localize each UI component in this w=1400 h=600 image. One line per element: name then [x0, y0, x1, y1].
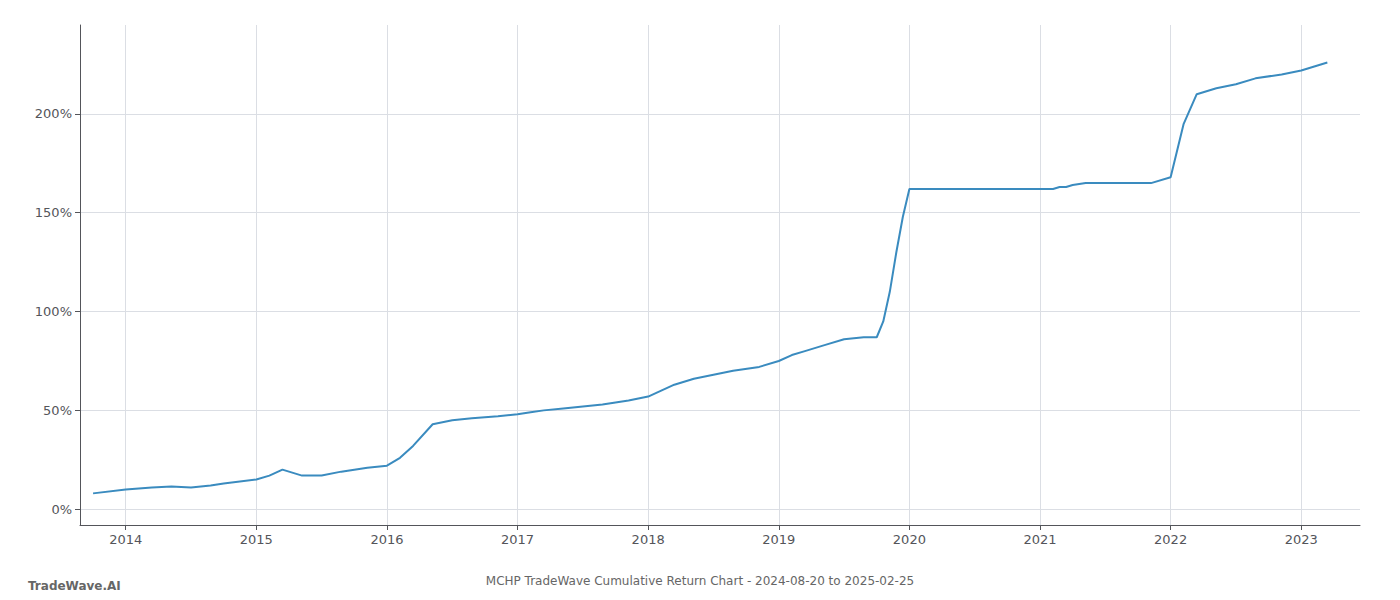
- svg-text:0%: 0%: [51, 502, 72, 517]
- svg-text:200%: 200%: [35, 106, 72, 121]
- svg-text:MCHP TradeWave Cumulative Retu: MCHP TradeWave Cumulative Return Chart -…: [486, 574, 914, 588]
- svg-text:2018: 2018: [632, 532, 665, 547]
- svg-text:2019: 2019: [762, 532, 795, 547]
- svg-text:2016: 2016: [370, 532, 403, 547]
- svg-text:50%: 50%: [43, 403, 72, 418]
- svg-text:2021: 2021: [1023, 532, 1056, 547]
- svg-text:TradeWave.AI: TradeWave.AI: [28, 579, 121, 593]
- svg-text:2014: 2014: [109, 532, 142, 547]
- svg-text:2022: 2022: [1154, 532, 1187, 547]
- svg-text:150%: 150%: [35, 205, 72, 220]
- svg-text:2017: 2017: [501, 532, 534, 547]
- svg-text:2023: 2023: [1285, 532, 1318, 547]
- svg-text:2015: 2015: [240, 532, 273, 547]
- svg-text:100%: 100%: [35, 304, 72, 319]
- svg-text:2020: 2020: [893, 532, 926, 547]
